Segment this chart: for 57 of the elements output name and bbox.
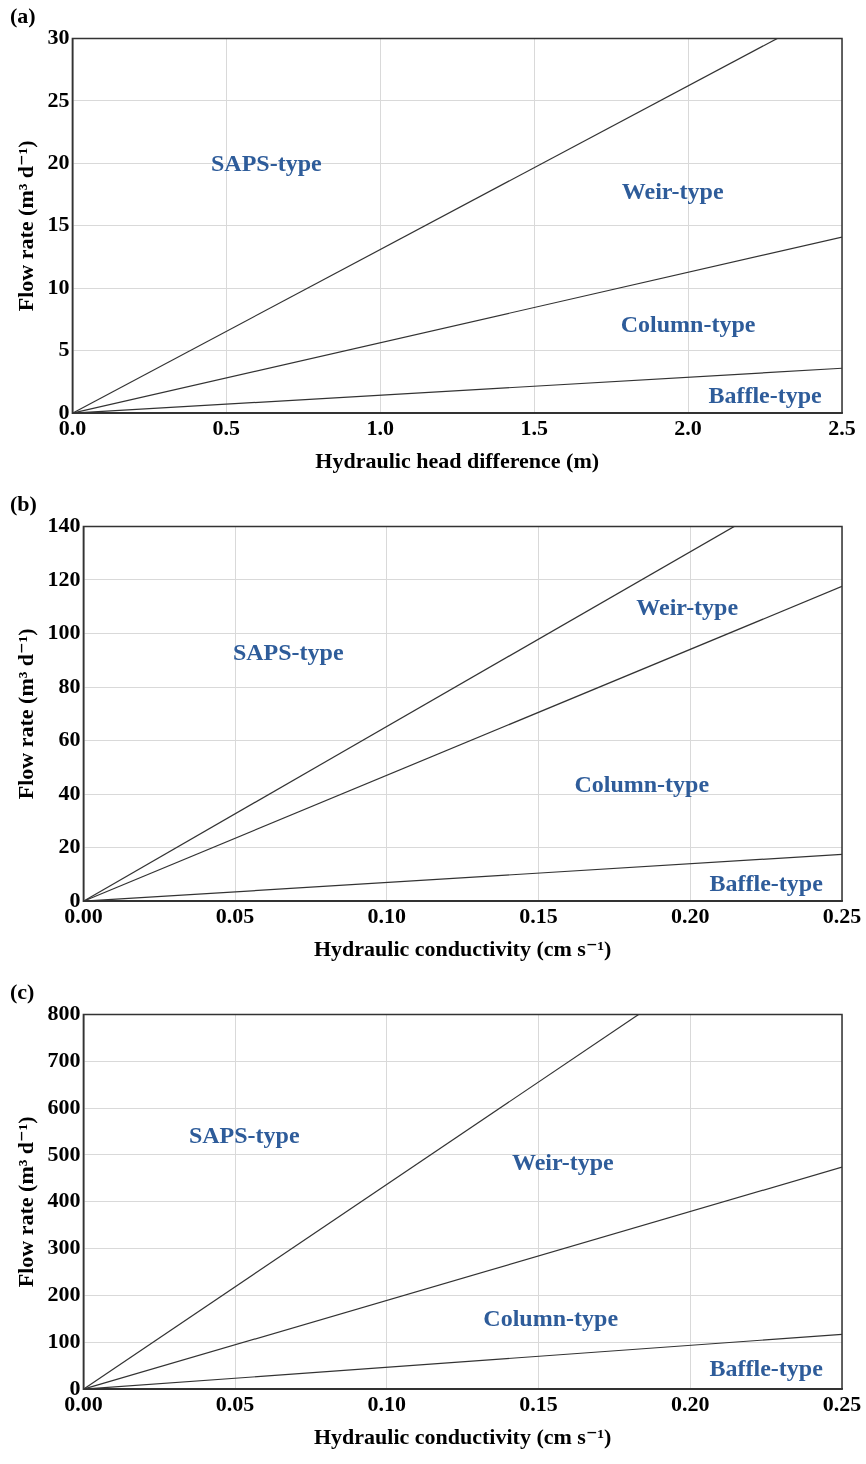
x-tick-label: 2.0 — [674, 415, 702, 441]
x-tick-label: 0.5 — [212, 415, 241, 441]
annotation: Baffle-type — [709, 869, 824, 896]
y-tick-label: 80 — [58, 672, 81, 698]
x-tick-label: 0.05 — [215, 903, 255, 929]
annotation: Column-type — [483, 1305, 619, 1332]
x-axis-title: Hydraulic conductivity (cm s⁻¹) — [313, 1424, 612, 1450]
y-tick-label: 100 — [47, 619, 81, 645]
y-tick-label: 500 — [47, 1140, 81, 1166]
x-tick-label: 2.5 — [828, 415, 856, 441]
annotation: Weir-type — [511, 1149, 615, 1176]
chart-title: (b) — [10, 490, 37, 516]
x-tick-label: 0.15 — [519, 903, 558, 929]
x-tick-label: 0.25 — [822, 903, 862, 929]
y-tick-label: 200 — [47, 1281, 81, 1307]
x-tick-label: 0.05 — [215, 1391, 255, 1417]
y-tick-label: 20 — [58, 833, 81, 859]
annotation: Baffle-type — [709, 1354, 824, 1381]
annotation: Baffle-type — [708, 381, 823, 408]
annotation: Column-type — [574, 771, 710, 798]
y-tick-label: 25 — [47, 86, 70, 112]
annotation: Column-type — [620, 311, 756, 338]
y-tick-label: 40 — [58, 779, 81, 805]
y-axis-title: Flow rate (m³ d⁻¹) — [12, 1116, 38, 1288]
y-tick-label: 140 — [47, 512, 81, 538]
y-tick-label: 120 — [47, 565, 81, 591]
y-tick-label: 100 — [47, 1328, 81, 1354]
x-tick-label: 0.25 — [822, 1391, 862, 1417]
y-axis-title: Flow rate (m³ d⁻¹) — [12, 140, 38, 312]
y-tick-label: 600 — [47, 1093, 81, 1119]
x-tick-label: 0.20 — [671, 903, 710, 929]
annotation: SAPS-type — [188, 1121, 300, 1148]
annotation: Weir-type — [621, 178, 724, 205]
x-axis-title: Hydraulic conductivity (cm s⁻¹) — [313, 936, 612, 962]
x-tick-label: 0.10 — [367, 903, 407, 929]
y-tick-label: 15 — [47, 211, 70, 237]
annotation: SAPS-type — [232, 638, 344, 665]
x-tick-label: 0.20 — [671, 1391, 710, 1417]
annotation: SAPS-type — [211, 149, 323, 176]
y-tick-label: 10 — [47, 273, 70, 299]
y-tick-label: 30 — [47, 24, 70, 50]
y-tick-label: 800 — [47, 1000, 81, 1026]
x-tick-label: 1.0 — [366, 415, 394, 441]
x-axis-title: Hydraulic head difference (m) — [315, 448, 600, 474]
chart-title: (a) — [10, 2, 36, 28]
y-axis-title: Flow rate (m³ d⁻¹) — [12, 628, 38, 800]
y-tick-label: 400 — [47, 1187, 81, 1213]
y-tick-label: 60 — [58, 726, 81, 752]
y-tick-label: 700 — [47, 1046, 81, 1072]
x-tick-label: 1.5 — [520, 415, 548, 441]
annotation: Weir-type — [636, 594, 739, 621]
x-tick-label: 0.10 — [367, 1391, 407, 1417]
y-tick-label: 5 — [58, 336, 70, 362]
x-tick-label: 0.15 — [519, 1391, 558, 1417]
y-tick-label: 20 — [47, 149, 70, 175]
chart-title: (c) — [10, 978, 35, 1004]
y-tick-label: 300 — [47, 1234, 81, 1260]
